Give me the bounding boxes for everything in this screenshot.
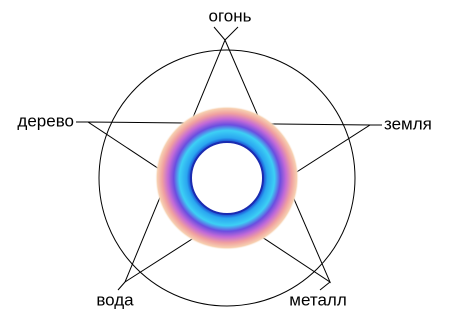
node-label: вода	[96, 290, 134, 309]
leader	[118, 282, 125, 290]
leader	[214, 27, 225, 40]
node-label: огонь	[209, 6, 252, 25]
ring-hole	[191, 142, 263, 214]
node-label: металл	[289, 290, 346, 309]
node-label: земля	[384, 114, 432, 133]
leader	[320, 282, 330, 290]
diagram: огонь земля металл вода дерево	[0, 0, 449, 314]
leader	[225, 27, 238, 40]
node-label: дерево	[17, 111, 74, 130]
